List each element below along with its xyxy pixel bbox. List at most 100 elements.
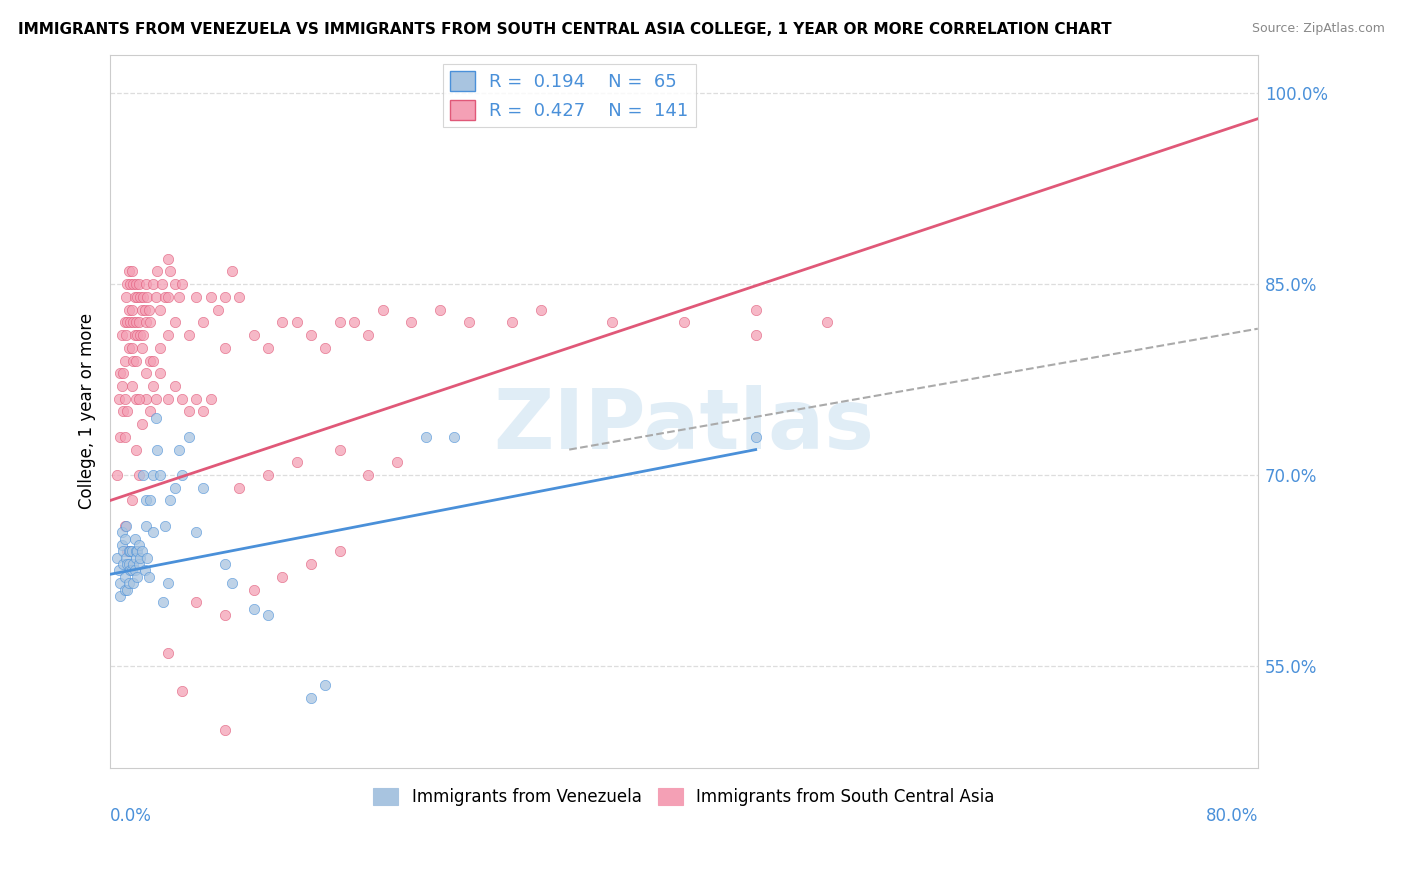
Point [329, 544, 352, 558]
Point [271, 570, 294, 584]
Point [111, 379, 134, 393]
Point [242, 601, 264, 615]
Point [163, 481, 186, 495]
Point [149, 341, 172, 355]
Point [128, 557, 150, 571]
Point [120, 277, 142, 292]
Text: ZIPatlas: ZIPatlas [494, 385, 875, 467]
Point [128, 315, 150, 329]
Point [177, 404, 200, 418]
Point [167, 290, 190, 304]
Point [177, 328, 200, 343]
Point [186, 392, 208, 406]
Point [112, 404, 135, 418]
Point [163, 379, 186, 393]
Point [136, 550, 159, 565]
Point [114, 519, 136, 533]
Point [117, 582, 139, 597]
Point [131, 417, 153, 432]
Point [186, 595, 208, 609]
Point [149, 468, 172, 483]
Point [146, 442, 169, 457]
Point [163, 277, 186, 292]
Point [111, 328, 134, 343]
Point [105, 550, 128, 565]
Point [132, 290, 155, 304]
Point [142, 468, 165, 483]
Point [156, 252, 179, 266]
Point [112, 366, 135, 380]
Point [127, 290, 149, 304]
Legend: R =  0.194    N =  65, R =  0.427    N =  141: R = 0.194 N = 65, R = 0.427 N = 141 [443, 64, 696, 128]
Text: IMMIGRANTS FROM VENEZUELA VS IMMIGRANTS FROM SOUTH CENTRAL ASIA COLLEGE, 1 YEAR : IMMIGRANTS FROM VENEZUELA VS IMMIGRANTS … [18, 22, 1112, 37]
Point [114, 315, 136, 329]
Point [167, 442, 190, 457]
Point [139, 493, 162, 508]
Point [135, 366, 157, 380]
Point [118, 302, 141, 317]
Point [125, 550, 148, 565]
Point [145, 290, 167, 304]
Point [156, 290, 179, 304]
Point [122, 576, 145, 591]
Point [115, 290, 138, 304]
Point [139, 315, 162, 329]
Point [122, 277, 145, 292]
Point [118, 264, 141, 278]
Point [401, 315, 423, 329]
Point [121, 544, 143, 558]
Point [114, 582, 136, 597]
Point [121, 302, 143, 317]
Point [124, 328, 146, 343]
Point [108, 576, 131, 591]
Point [128, 538, 150, 552]
Point [815, 315, 838, 329]
Point [242, 328, 264, 343]
Point [149, 366, 172, 380]
Point [120, 315, 142, 329]
Point [121, 264, 143, 278]
Point [744, 328, 766, 343]
Point [228, 481, 250, 495]
Point [170, 392, 193, 406]
Point [121, 379, 143, 393]
Point [128, 468, 150, 483]
Point [115, 550, 138, 565]
Point [128, 277, 150, 292]
Text: Source: ZipAtlas.com: Source: ZipAtlas.com [1251, 22, 1385, 36]
Point [125, 442, 148, 457]
Y-axis label: College, 1 year or more: College, 1 year or more [79, 313, 96, 509]
Point [132, 328, 155, 343]
Point [242, 582, 264, 597]
Point [285, 455, 308, 469]
Point [139, 353, 162, 368]
Point [150, 277, 173, 292]
Point [129, 328, 152, 343]
Point [131, 341, 153, 355]
Point [314, 341, 336, 355]
Point [299, 557, 322, 571]
Point [124, 290, 146, 304]
Point [135, 277, 157, 292]
Point [118, 341, 141, 355]
Point [134, 564, 156, 578]
Point [125, 315, 148, 329]
Point [117, 277, 139, 292]
Point [120, 544, 142, 558]
Point [121, 341, 143, 355]
Point [186, 525, 208, 540]
Point [457, 315, 479, 329]
Point [118, 544, 141, 558]
Point [371, 302, 394, 317]
Point [125, 277, 148, 292]
Point [117, 404, 139, 418]
Point [118, 557, 141, 571]
Point [149, 302, 172, 317]
Point [214, 341, 236, 355]
Point [156, 328, 179, 343]
Text: 0.0%: 0.0% [110, 807, 152, 825]
Point [121, 493, 143, 508]
Point [193, 481, 215, 495]
Point [134, 302, 156, 317]
Point [221, 264, 243, 278]
